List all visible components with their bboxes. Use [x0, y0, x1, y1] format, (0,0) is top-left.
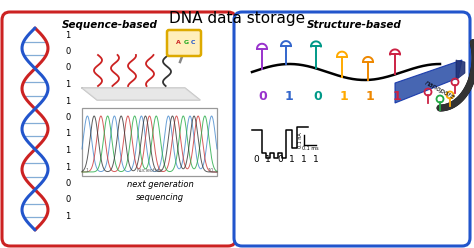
- Polygon shape: [82, 88, 200, 100]
- Text: 0: 0: [65, 179, 71, 188]
- Text: Structure-based: Structure-based: [307, 20, 401, 30]
- Text: 0: 0: [65, 63, 71, 72]
- Text: 10: 10: [208, 168, 214, 173]
- Text: 0: 0: [259, 90, 267, 102]
- Text: C: C: [191, 40, 195, 45]
- FancyBboxPatch shape: [82, 108, 217, 176]
- Text: G: G: [183, 40, 189, 45]
- Text: 1: 1: [265, 155, 271, 164]
- Text: 0: 0: [277, 155, 283, 164]
- Text: Nucleotide: Nucleotide: [137, 168, 163, 173]
- FancyBboxPatch shape: [234, 12, 470, 246]
- Text: 0.1 ms: 0.1 ms: [301, 146, 319, 151]
- Text: 1: 1: [65, 129, 71, 138]
- Text: 1: 1: [65, 146, 71, 155]
- Text: DNA data storage: DNA data storage: [169, 11, 305, 26]
- Text: 0.1 nA: 0.1 nA: [298, 132, 303, 148]
- Text: 1: 1: [392, 90, 401, 102]
- Text: 1: 1: [289, 155, 295, 164]
- Text: 0: 0: [65, 113, 71, 122]
- Text: 1: 1: [65, 162, 71, 172]
- Text: 1: 1: [301, 155, 307, 164]
- Text: 0: 0: [253, 155, 259, 164]
- Polygon shape: [82, 88, 200, 100]
- Text: 1: 1: [365, 90, 374, 102]
- Polygon shape: [395, 60, 462, 103]
- Text: 0: 0: [314, 90, 322, 102]
- Text: next generation
sequencing: next generation sequencing: [127, 180, 193, 201]
- Text: 1: 1: [284, 90, 293, 102]
- Text: 1: 1: [340, 90, 348, 102]
- Polygon shape: [456, 60, 465, 80]
- Text: A: A: [175, 40, 181, 45]
- FancyBboxPatch shape: [2, 12, 236, 246]
- Text: 1: 1: [65, 80, 71, 89]
- Text: 1: 1: [313, 155, 319, 164]
- Text: 0: 0: [65, 47, 71, 56]
- Text: 1: 1: [65, 31, 71, 39]
- Text: 1: 1: [65, 212, 71, 221]
- Text: Sequence-based: Sequence-based: [62, 20, 158, 30]
- Text: 0: 0: [65, 195, 71, 205]
- Text: 1: 1: [65, 96, 71, 105]
- Text: nanopore: nanopore: [424, 80, 456, 100]
- FancyBboxPatch shape: [167, 30, 201, 56]
- Text: 1: 1: [85, 168, 88, 173]
